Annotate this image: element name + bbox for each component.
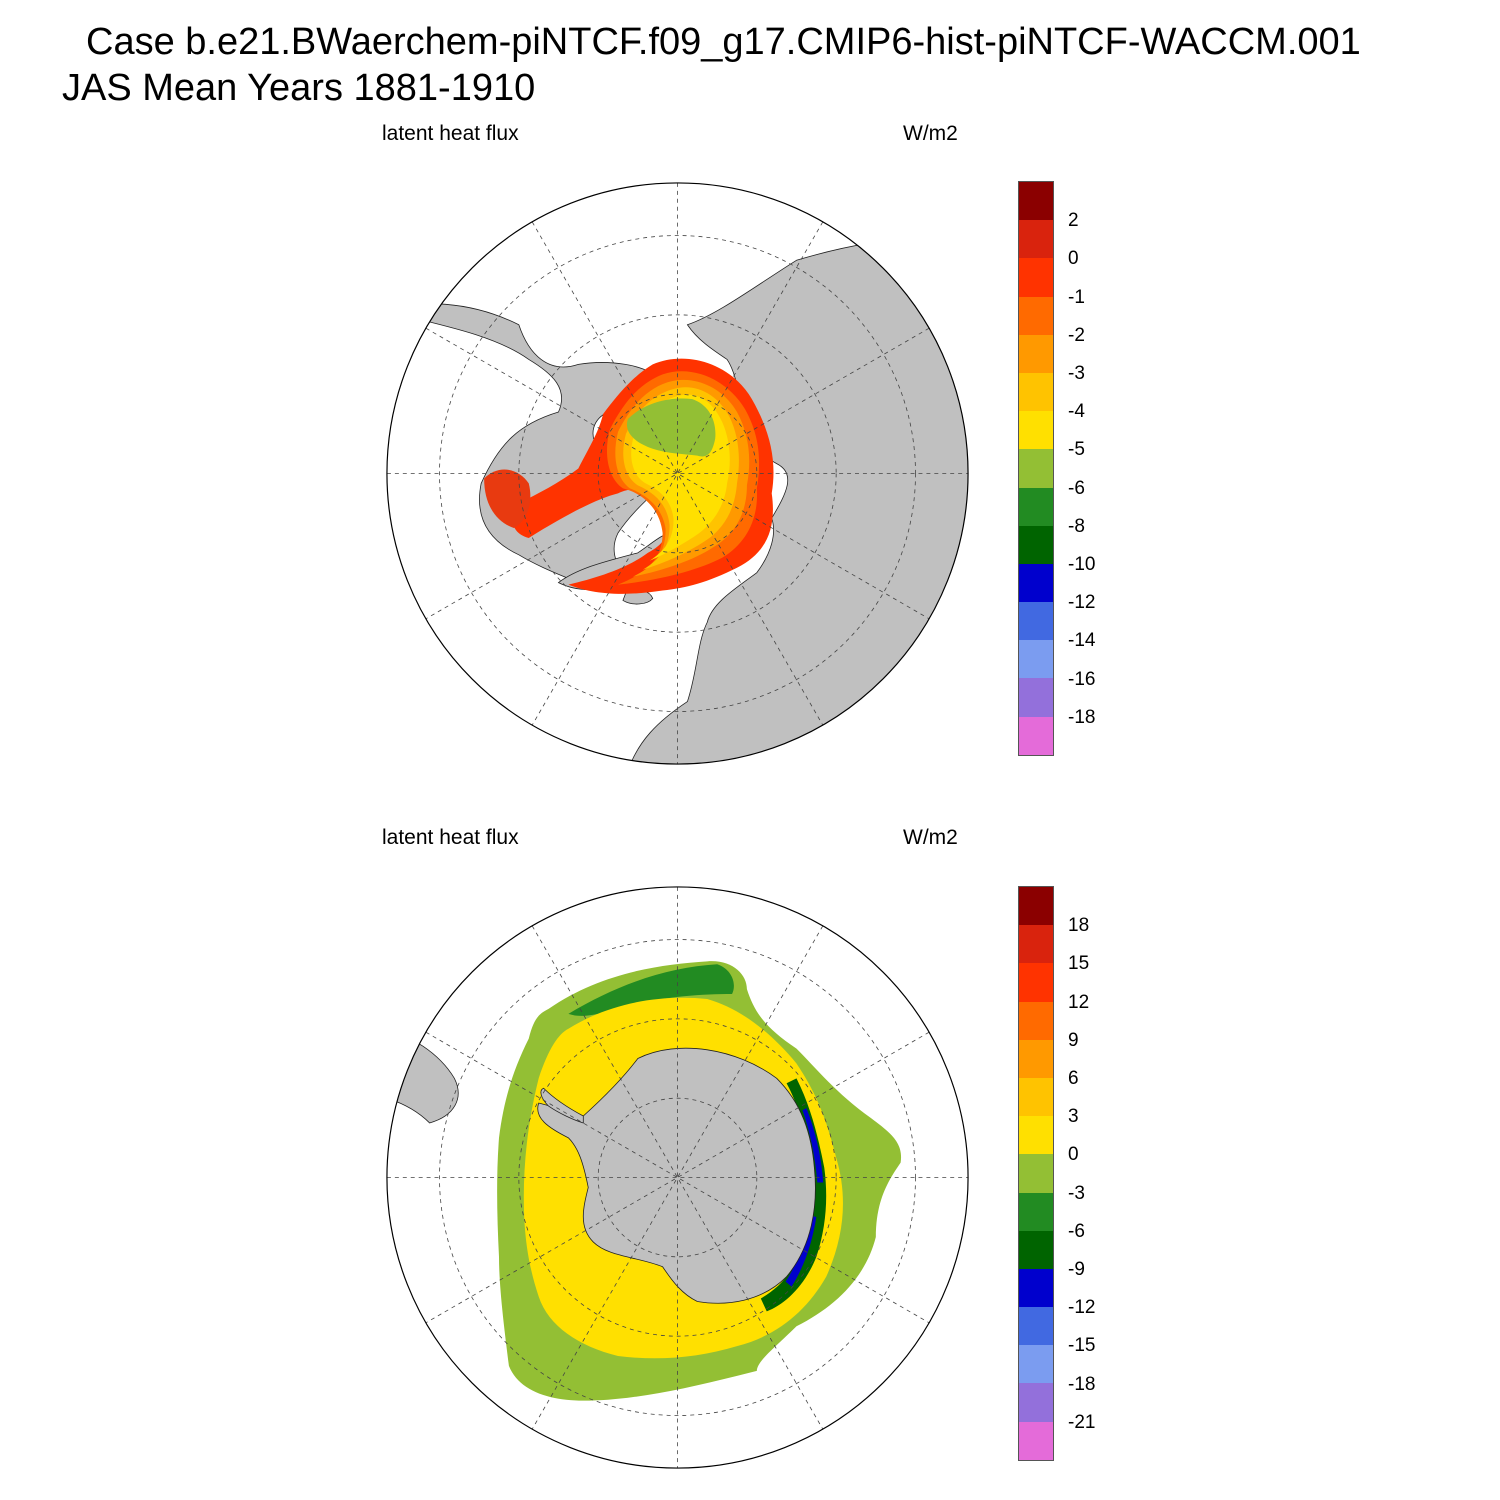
- south-swatch: [1019, 1383, 1053, 1422]
- south-swatch: [1019, 963, 1053, 1002]
- north-colorbar-tick: -16: [1068, 669, 1096, 690]
- north-colorbar-tick: -2: [1068, 325, 1085, 346]
- north-colorbar-tick: -14: [1068, 630, 1096, 651]
- flux-zone-coastal-blue: [785, 1108, 824, 1287]
- north-graticule: [386, 182, 969, 765]
- north-colorbar-tick: 0: [1068, 248, 1079, 269]
- north-colorbar-tick: -10: [1068, 554, 1096, 575]
- south-swatch: [1019, 1230, 1053, 1269]
- south-colorbar-tick: -9: [1068, 1259, 1085, 1280]
- south-colorbar-tick: -21: [1068, 1412, 1096, 1433]
- south-swatch: [1019, 1001, 1053, 1040]
- south-swatch: [1019, 1116, 1053, 1155]
- south-colorbar-tick: -18: [1068, 1374, 1096, 1395]
- flux-zone-coastal-green: [760, 1078, 827, 1312]
- flux-zone-weddell-gyre: [568, 964, 734, 1016]
- north-colorbar-tick: -1: [1068, 287, 1085, 308]
- south-colorbar-tick: 18: [1068, 915, 1090, 936]
- panel-south-variable-label: latent heat flux: [382, 826, 519, 849]
- north-swatch: [1019, 602, 1053, 641]
- north-swatch: [1019, 563, 1053, 603]
- south-swatch: [1019, 1421, 1053, 1460]
- south-swatch: [1019, 1345, 1053, 1384]
- north-colorbar-tick: 2: [1068, 210, 1079, 231]
- north-swatch: [1019, 334, 1053, 373]
- north-colorbar-tick: -3: [1068, 363, 1085, 384]
- north-swatch: [1019, 678, 1053, 717]
- north-swatch: [1019, 182, 1053, 221]
- south-colorbar-swatches: [1018, 886, 1054, 1461]
- south-swatch: [1019, 1307, 1053, 1346]
- south-polar-map: [386, 886, 969, 1469]
- antarctic-peninsula: [540, 1087, 584, 1124]
- south-colorbar-tick: -6: [1068, 1221, 1085, 1242]
- north-swatch: [1019, 449, 1053, 488]
- north-colorbar-tick: -4: [1068, 401, 1085, 422]
- north-swatch: [1019, 220, 1053, 259]
- north-polar-map: [386, 182, 969, 765]
- panel-south-units-label: W/m2: [903, 826, 958, 849]
- south-colorbar-tick: -3: [1068, 1183, 1085, 1204]
- south-colorbar-tick: 15: [1068, 953, 1090, 974]
- south-graticule: [386, 886, 969, 1469]
- north-swatch: [1019, 296, 1053, 335]
- south-colorbar-tick: -15: [1068, 1335, 1096, 1356]
- south-colorbar-tick: 6: [1068, 1068, 1079, 1089]
- north-swatch: [1019, 372, 1053, 412]
- north-colorbar: 2 0 -1 -2 -3 -4 -5 -6 -8 -10 -12 -14 -16…: [1018, 181, 1095, 756]
- flux-zone-central-arctic: [626, 398, 716, 457]
- north-colorbar-swatches: [1018, 181, 1054, 756]
- south-colorbar-tick: 3: [1068, 1106, 1079, 1127]
- north-colorbar-tick: -6: [1068, 478, 1085, 499]
- north-colorbar-tick: -8: [1068, 516, 1085, 537]
- figure-title-case: Case b.e21.BWaerchem-piNTCF.f09_g17.CMIP…: [86, 21, 1361, 63]
- north-swatch: [1019, 716, 1053, 755]
- south-colorbar-tick: 12: [1068, 992, 1090, 1013]
- south-map-border: [386, 886, 969, 1469]
- south-swatch: [1019, 887, 1053, 926]
- south-swatch: [1019, 1192, 1053, 1231]
- south-swatch: [1019, 1039, 1053, 1078]
- south-colorbar: 18 15 12 9 6 3 0 -3 -6 -9 -12 -15 -18 -2…: [1018, 886, 1095, 1461]
- north-colorbar-tick: -5: [1068, 439, 1085, 460]
- north-swatch: [1019, 258, 1053, 297]
- panel-north-variable-label: latent heat flux: [382, 122, 519, 145]
- panel-north-units-label: W/m2: [903, 122, 958, 145]
- south-swatch: [1019, 925, 1053, 964]
- north-swatch: [1019, 411, 1053, 450]
- figure-title-period: JAS Mean Years 1881-1910: [62, 67, 536, 109]
- north-swatch: [1019, 487, 1053, 526]
- south-swatch: [1019, 1077, 1053, 1117]
- north-swatch: [1019, 525, 1053, 564]
- south-swatch: [1019, 1154, 1053, 1193]
- south-colorbar-tick: -12: [1068, 1297, 1096, 1318]
- south-swatch: [1019, 1268, 1053, 1308]
- north-colorbar-tick: -12: [1068, 592, 1096, 613]
- north-colorbar-tick: -18: [1068, 707, 1096, 728]
- south-colorbar-tick: 9: [1068, 1030, 1079, 1051]
- north-map-border: [386, 182, 969, 765]
- north-swatch: [1019, 640, 1053, 679]
- south-colorbar-tick: 0: [1068, 1144, 1079, 1165]
